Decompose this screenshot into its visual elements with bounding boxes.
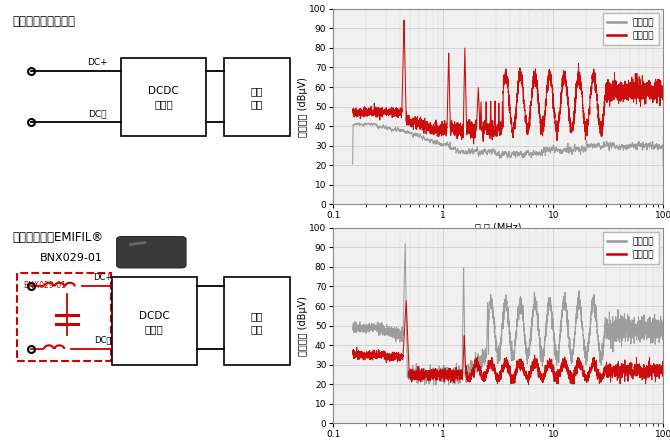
Text: ・插入方块型EMIFIL®: ・插入方块型EMIFIL® [13, 231, 104, 244]
Text: ・无滤波器【初始】: ・无滤波器【初始】 [13, 15, 76, 28]
X-axis label: 频 率 (MHz): 频 率 (MHz) [475, 222, 521, 232]
Bar [121, 58, 206, 136]
Legend: 传导噪声, 差模电压: 传导噪声, 差模电压 [603, 13, 659, 45]
Legend: 传导噪声, 差模电压: 传导噪声, 差模电压 [603, 232, 659, 264]
Bar [224, 58, 290, 136]
Text: DCDC: DCDC [139, 311, 170, 321]
Text: 转换器: 转换器 [145, 325, 163, 335]
Text: BNX029-01: BNX029-01 [40, 253, 103, 263]
FancyBboxPatch shape [117, 237, 186, 268]
Text: DCDC: DCDC [148, 86, 179, 96]
Text: 负荷: 负荷 [251, 311, 263, 321]
Bar [224, 277, 290, 365]
Text: 电路: 电路 [251, 325, 263, 335]
Text: DC－: DC－ [88, 109, 107, 118]
Y-axis label: 传导噪声 (dBμV): 传导噪声 (dBμV) [297, 77, 308, 137]
Text: 负荷: 负荷 [251, 86, 263, 96]
Bar [17, 273, 111, 361]
Text: DC+: DC+ [94, 273, 113, 282]
Y-axis label: 传导噪声 (dBμV): 传导噪声 (dBμV) [297, 295, 308, 355]
Text: BNX029-01: BNX029-01 [23, 280, 66, 290]
Text: DC+: DC+ [87, 57, 107, 67]
Text: 转换器: 转换器 [154, 100, 173, 110]
Text: 电路: 电路 [251, 100, 263, 110]
Text: DC－: DC－ [94, 336, 112, 345]
Bar [112, 277, 196, 365]
